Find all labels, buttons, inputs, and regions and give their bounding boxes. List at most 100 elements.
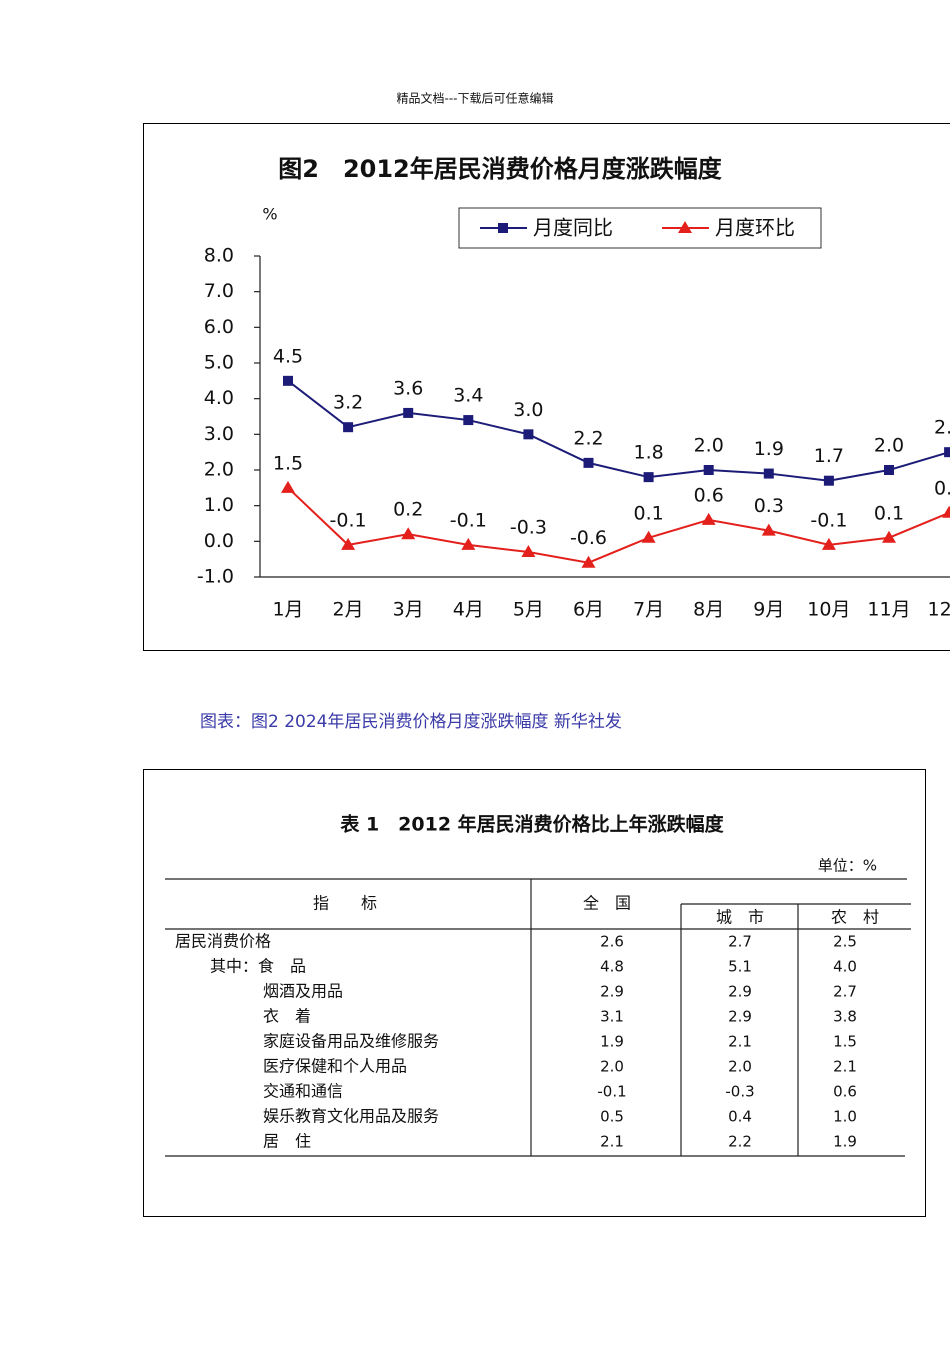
data-label: 3.6 <box>393 377 423 399</box>
cell: 3.8 <box>833 1008 857 1026</box>
cell: 2.5 <box>833 933 857 951</box>
cell: 4.0 <box>833 958 857 976</box>
marker <box>523 429 533 439</box>
cell: 2.9 <box>728 1008 752 1026</box>
x-tick-label: 10月 <box>807 599 850 621</box>
y-tick-label: 8.0 <box>204 245 234 267</box>
cell: 5.1 <box>728 958 752 976</box>
marker <box>884 465 894 475</box>
data-label: 0.1 <box>633 502 663 524</box>
cell: 0.5 <box>600 1108 624 1126</box>
cell: 2.7 <box>833 983 857 1001</box>
column-header: 城 市 <box>716 908 764 927</box>
data-label: 0.8 <box>934 477 950 499</box>
table-frame <box>144 770 926 1217</box>
column-header: 指 标 <box>313 894 377 913</box>
marker <box>704 465 714 475</box>
cell: -0.1 <box>597 1083 626 1101</box>
row-label: 其中：食 品 <box>210 957 306 976</box>
marker <box>584 458 594 468</box>
cell: 2.1 <box>600 1133 624 1151</box>
data-label: 0.2 <box>393 499 423 521</box>
cell: 1.9 <box>833 1133 857 1151</box>
row-label: 居民消费价格 <box>175 932 271 951</box>
chart-title: 图2 2012年居民消费价格月度涨跌幅度 <box>278 155 722 183</box>
cell: 2.7 <box>728 933 752 951</box>
data-label: 0.3 <box>754 495 784 517</box>
y-tick-label: 6.0 <box>204 316 234 338</box>
data-label: -0.1 <box>450 509 487 531</box>
data-label: -0.3 <box>510 517 547 539</box>
legend-label: 月度环比 <box>715 216 795 240</box>
cell: 2.9 <box>728 983 752 1001</box>
cell: 0.6 <box>833 1083 857 1101</box>
table: 表 1 2012 年居民消费价格比上年涨跌幅度 单位：% 指 标 全 国 城 市… <box>165 813 911 1157</box>
cell: 1.5 <box>833 1033 857 1051</box>
x-tick-label: 8月 <box>693 599 724 621</box>
marker <box>283 376 293 386</box>
cell: 2.1 <box>833 1058 857 1076</box>
cell: 2.6 <box>600 933 624 951</box>
y-tick-label: 3.0 <box>204 423 234 445</box>
x-tick-label: 5月 <box>513 599 544 621</box>
row-label: 家庭设备用品及维修服务 <box>263 1032 439 1051</box>
row-label: 医疗保健和个人用品 <box>263 1057 407 1076</box>
x-tick-label: 3月 <box>393 599 424 621</box>
y-tick-label: 0.0 <box>204 530 234 552</box>
cell: 4.8 <box>600 958 624 976</box>
cell: 2.0 <box>728 1058 752 1076</box>
data-label: 2.2 <box>573 427 603 449</box>
row-label: 交通和通信 <box>263 1082 343 1101</box>
x-tick-label: 6月 <box>573 599 604 621</box>
data-label: 3.4 <box>453 385 483 407</box>
y-tick-label: 4.0 <box>204 387 234 409</box>
marker <box>644 472 654 482</box>
x-tick-label: 12月 <box>928 599 950 621</box>
x-tick-label: 2月 <box>333 599 364 621</box>
x-tick-label: 11月 <box>867 599 910 621</box>
x-tick-label: 7月 <box>633 599 664 621</box>
data-label: -0.1 <box>810 509 847 531</box>
data-label: 1.9 <box>754 438 784 460</box>
data-label: 3.2 <box>333 392 363 414</box>
row-label: 居 住 <box>263 1132 311 1151</box>
data-label: 2.0 <box>874 435 904 457</box>
data-label: 4.5 <box>273 345 303 367</box>
y-tick-label: 1.0 <box>204 494 234 516</box>
marker <box>343 422 353 432</box>
data-label: 0.1 <box>874 502 904 524</box>
x-tick-label: 9月 <box>753 599 784 621</box>
column-header: 全 国 <box>583 894 631 913</box>
data-label: 2.5 <box>934 417 950 439</box>
row-label: 娱乐教育文化用品及服务 <box>263 1107 439 1126</box>
data-label: -0.6 <box>570 527 607 549</box>
y-axis-label: % <box>262 205 277 224</box>
page-header: 精品文档---下载后可任意编辑 <box>397 91 554 106</box>
cell: 2.2 <box>728 1133 752 1151</box>
cell: 3.1 <box>600 1008 624 1026</box>
data-label: 1.7 <box>814 445 844 467</box>
y-tick-label: 5.0 <box>204 352 234 374</box>
marker <box>944 447 950 457</box>
x-tick-label: 4月 <box>453 599 484 621</box>
cell: 1.9 <box>600 1033 624 1051</box>
data-label: 3.0 <box>513 399 543 421</box>
table-unit: 单位：% <box>818 857 877 875</box>
column-header: 农 村 <box>831 908 879 927</box>
legend-marker <box>498 223 508 233</box>
y-tick-label: 7.0 <box>204 280 234 302</box>
legend-label: 月度同比 <box>533 216 613 240</box>
y-tick-label: -1.0 <box>197 566 234 588</box>
cell: -0.3 <box>725 1083 754 1101</box>
data-label: -0.1 <box>330 509 367 531</box>
cell: 0.4 <box>728 1108 752 1126</box>
marker <box>463 415 473 425</box>
data-label: 1.8 <box>633 442 663 464</box>
cell: 1.0 <box>833 1108 857 1126</box>
data-label: 2.0 <box>694 435 724 457</box>
cell: 2.9 <box>600 983 624 1001</box>
row-label: 衣 着 <box>263 1007 311 1026</box>
data-label: 0.6 <box>694 484 724 506</box>
